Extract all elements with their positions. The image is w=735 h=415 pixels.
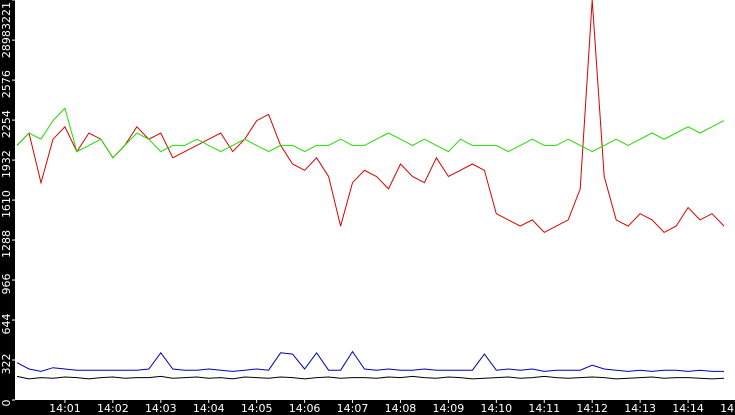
x-tick-label: 14:05 (241, 402, 273, 415)
x-tick-label: 14:09 (433, 402, 465, 415)
y-tick-label: 322 (0, 354, 13, 375)
x-tick-label: 14:01 (49, 402, 81, 415)
y-tick-label: 2898 (0, 30, 13, 58)
y-tick-label: 2254 (0, 110, 13, 138)
x-tick-label: 14:03 (145, 402, 177, 415)
x-tick-label: 14:12 (576, 402, 608, 415)
y-tick-label: 0 (0, 400, 13, 407)
x-tick-label: 14:14 (672, 402, 704, 415)
series-line (16, 375, 725, 380)
y-tick-label: 1288 (0, 230, 13, 258)
y-axis-strip (0, 0, 15, 415)
series-line (16, 350, 724, 372)
y-tick-label: 2576 (0, 70, 13, 98)
x-tick-label: 14:10 (480, 402, 512, 415)
series-line (16, 0, 725, 234)
series-line (16, 107, 725, 159)
y-tick-label: 1932 (0, 150, 13, 178)
x-tick-label: 14:04 (193, 402, 225, 415)
x-tick-label: 14:06 (289, 402, 321, 415)
y-tick-label: 966 (0, 274, 13, 295)
y-tick-label: 644 (0, 314, 13, 335)
x-tick-label: 14:13 (624, 402, 656, 415)
x-tick-label: 14:15 (720, 402, 735, 415)
x-tick-label: 14:11 (528, 402, 560, 415)
x-axis-strip (0, 400, 735, 415)
x-tick-label: 14:02 (97, 402, 129, 415)
x-tick-label: 14:07 (337, 402, 369, 415)
x-tick-label: 14:08 (385, 402, 417, 415)
y-tick-label: 3221 (0, 2, 13, 30)
y-tick-label: 1610 (0, 190, 13, 218)
